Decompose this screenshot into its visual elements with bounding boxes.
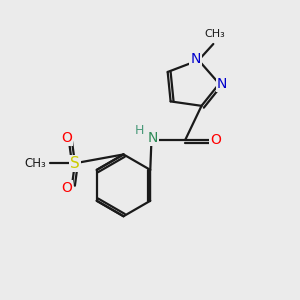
Text: H: H [135,124,144,137]
Text: CH₃: CH₃ [24,157,46,170]
Text: N: N [148,131,158,145]
Text: S: S [70,156,80,171]
Text: O: O [61,181,72,195]
Text: O: O [61,131,72,145]
Text: N: N [190,52,201,66]
Text: CH₃: CH₃ [204,29,225,39]
Text: N: N [217,77,227,91]
Text: O: O [210,133,221,147]
